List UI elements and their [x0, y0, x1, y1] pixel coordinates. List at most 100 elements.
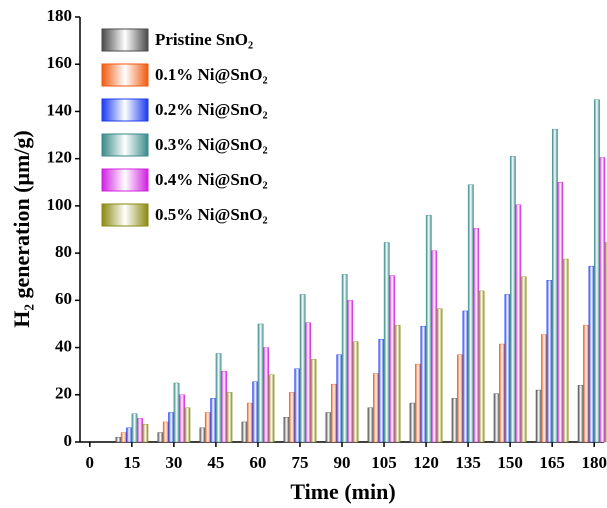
bar — [288, 392, 295, 443]
x-tick-label: 150 — [497, 453, 523, 472]
bar — [263, 347, 269, 443]
bar — [299, 294, 306, 443]
bar — [451, 398, 458, 443]
legend-swatch — [101, 133, 149, 157]
bar — [546, 280, 553, 443]
y-tick-label: 140 — [47, 100, 73, 119]
legend-label: 0.5% Ni@SnO₂ — [155, 205, 268, 224]
bar — [462, 310, 469, 443]
legend-swatch — [101, 98, 149, 122]
bar — [252, 381, 259, 443]
bar — [604, 242, 607, 443]
bar — [562, 258, 569, 443]
y-tick-label: 80 — [55, 242, 72, 261]
bar — [467, 184, 474, 443]
bar — [120, 432, 127, 443]
bar — [246, 402, 253, 443]
x-axis-label: Time (min) — [290, 479, 395, 504]
bar — [352, 341, 359, 443]
bar — [499, 343, 505, 443]
bar — [157, 432, 164, 443]
bar — [415, 363, 421, 443]
bar — [184, 407, 191, 443]
bar — [593, 99, 600, 443]
bar — [378, 339, 385, 443]
bar — [425, 215, 432, 443]
bar — [577, 385, 584, 443]
bar — [268, 374, 275, 443]
bar — [162, 421, 169, 443]
bar — [478, 290, 485, 443]
x-tick-label: 60 — [249, 453, 266, 472]
bar — [131, 413, 138, 443]
x-tick-label: 15 — [123, 453, 140, 472]
bar — [257, 323, 264, 443]
bar — [599, 157, 606, 443]
bar — [389, 275, 396, 443]
bar — [473, 228, 480, 443]
bar — [373, 373, 379, 443]
bar — [221, 370, 227, 443]
bar — [226, 392, 233, 443]
bar — [504, 294, 511, 443]
bar — [341, 274, 348, 443]
y-tick-label: 40 — [55, 336, 72, 355]
bar — [535, 389, 542, 443]
bar — [241, 421, 248, 443]
bar — [541, 334, 547, 443]
x-tick-label: 30 — [165, 453, 182, 472]
legend-swatch — [101, 168, 149, 192]
y-tick-label: 0 — [64, 431, 73, 450]
bar — [173, 382, 180, 443]
legend-label: Pristine SnO₂ — [155, 30, 253, 49]
x-tick-label: 90 — [334, 453, 351, 472]
bar — [137, 418, 143, 443]
x-tick-label: 180 — [581, 453, 607, 472]
bar — [367, 407, 374, 443]
y-tick-label: 60 — [55, 289, 72, 308]
bar — [142, 424, 149, 443]
y-axis-label: H₂ generation (μm/g) — [9, 130, 34, 327]
bar — [179, 394, 185, 443]
bar — [126, 427, 133, 443]
bar — [457, 354, 463, 443]
bar — [336, 354, 343, 443]
bar — [383, 242, 390, 443]
legend-swatch — [101, 28, 149, 52]
bar — [420, 326, 427, 443]
y-tick-label: 180 — [47, 6, 73, 25]
bar — [551, 128, 558, 443]
x-tick-label: 75 — [291, 453, 308, 472]
x-tick-label: 120 — [413, 453, 439, 472]
bar — [331, 383, 337, 443]
legend-label: 0.3% Ni@SnO₂ — [155, 135, 268, 154]
bar — [115, 437, 122, 443]
x-tick-label: 135 — [455, 453, 481, 472]
legend-swatch — [101, 203, 149, 227]
bar — [409, 402, 416, 443]
bar — [204, 412, 211, 443]
bar — [199, 427, 206, 443]
y-tick-label: 100 — [47, 195, 73, 214]
bar — [493, 393, 500, 443]
bar — [305, 322, 311, 443]
bar — [310, 359, 317, 443]
bar — [515, 204, 522, 443]
y-tick-label: 20 — [55, 384, 72, 403]
bar — [520, 276, 527, 443]
bar — [583, 324, 589, 443]
legend-swatch — [101, 63, 149, 87]
bar — [431, 250, 438, 443]
x-tick-label: 45 — [207, 453, 224, 472]
y-tick-label: 160 — [47, 53, 73, 72]
y-tick-label: 120 — [47, 148, 73, 167]
legend-label: 0.2% Ni@SnO₂ — [155, 100, 268, 119]
bar — [588, 265, 595, 443]
x-tick-label: 165 — [539, 453, 565, 472]
bar — [294, 368, 301, 443]
legend-label: 0.1% Ni@SnO₂ — [155, 65, 268, 84]
x-tick-label: 105 — [371, 453, 397, 472]
bar — [347, 300, 353, 443]
bar — [325, 412, 332, 443]
